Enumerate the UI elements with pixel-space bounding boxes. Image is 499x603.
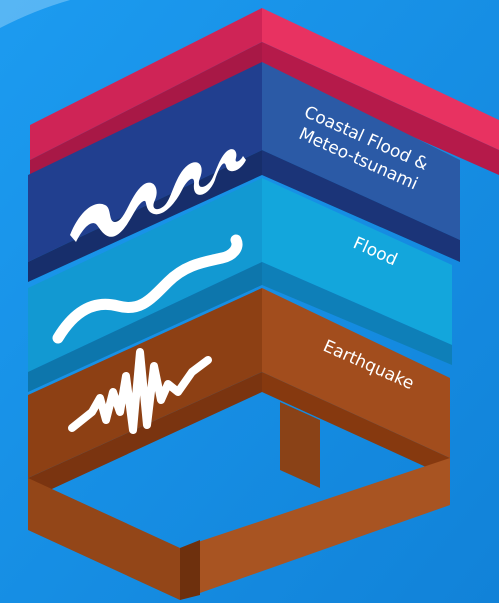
seismograph-icon — [68, 348, 212, 434]
earthquake-layer: Earthquake — [28, 288, 450, 600]
flood-layer: Flood — [28, 178, 452, 392]
wave-icon — [70, 149, 246, 242]
corner-highlight — [0, 0, 70, 28]
top-band-layer — [30, 8, 499, 178]
wavy-line-icon — [52, 234, 243, 344]
